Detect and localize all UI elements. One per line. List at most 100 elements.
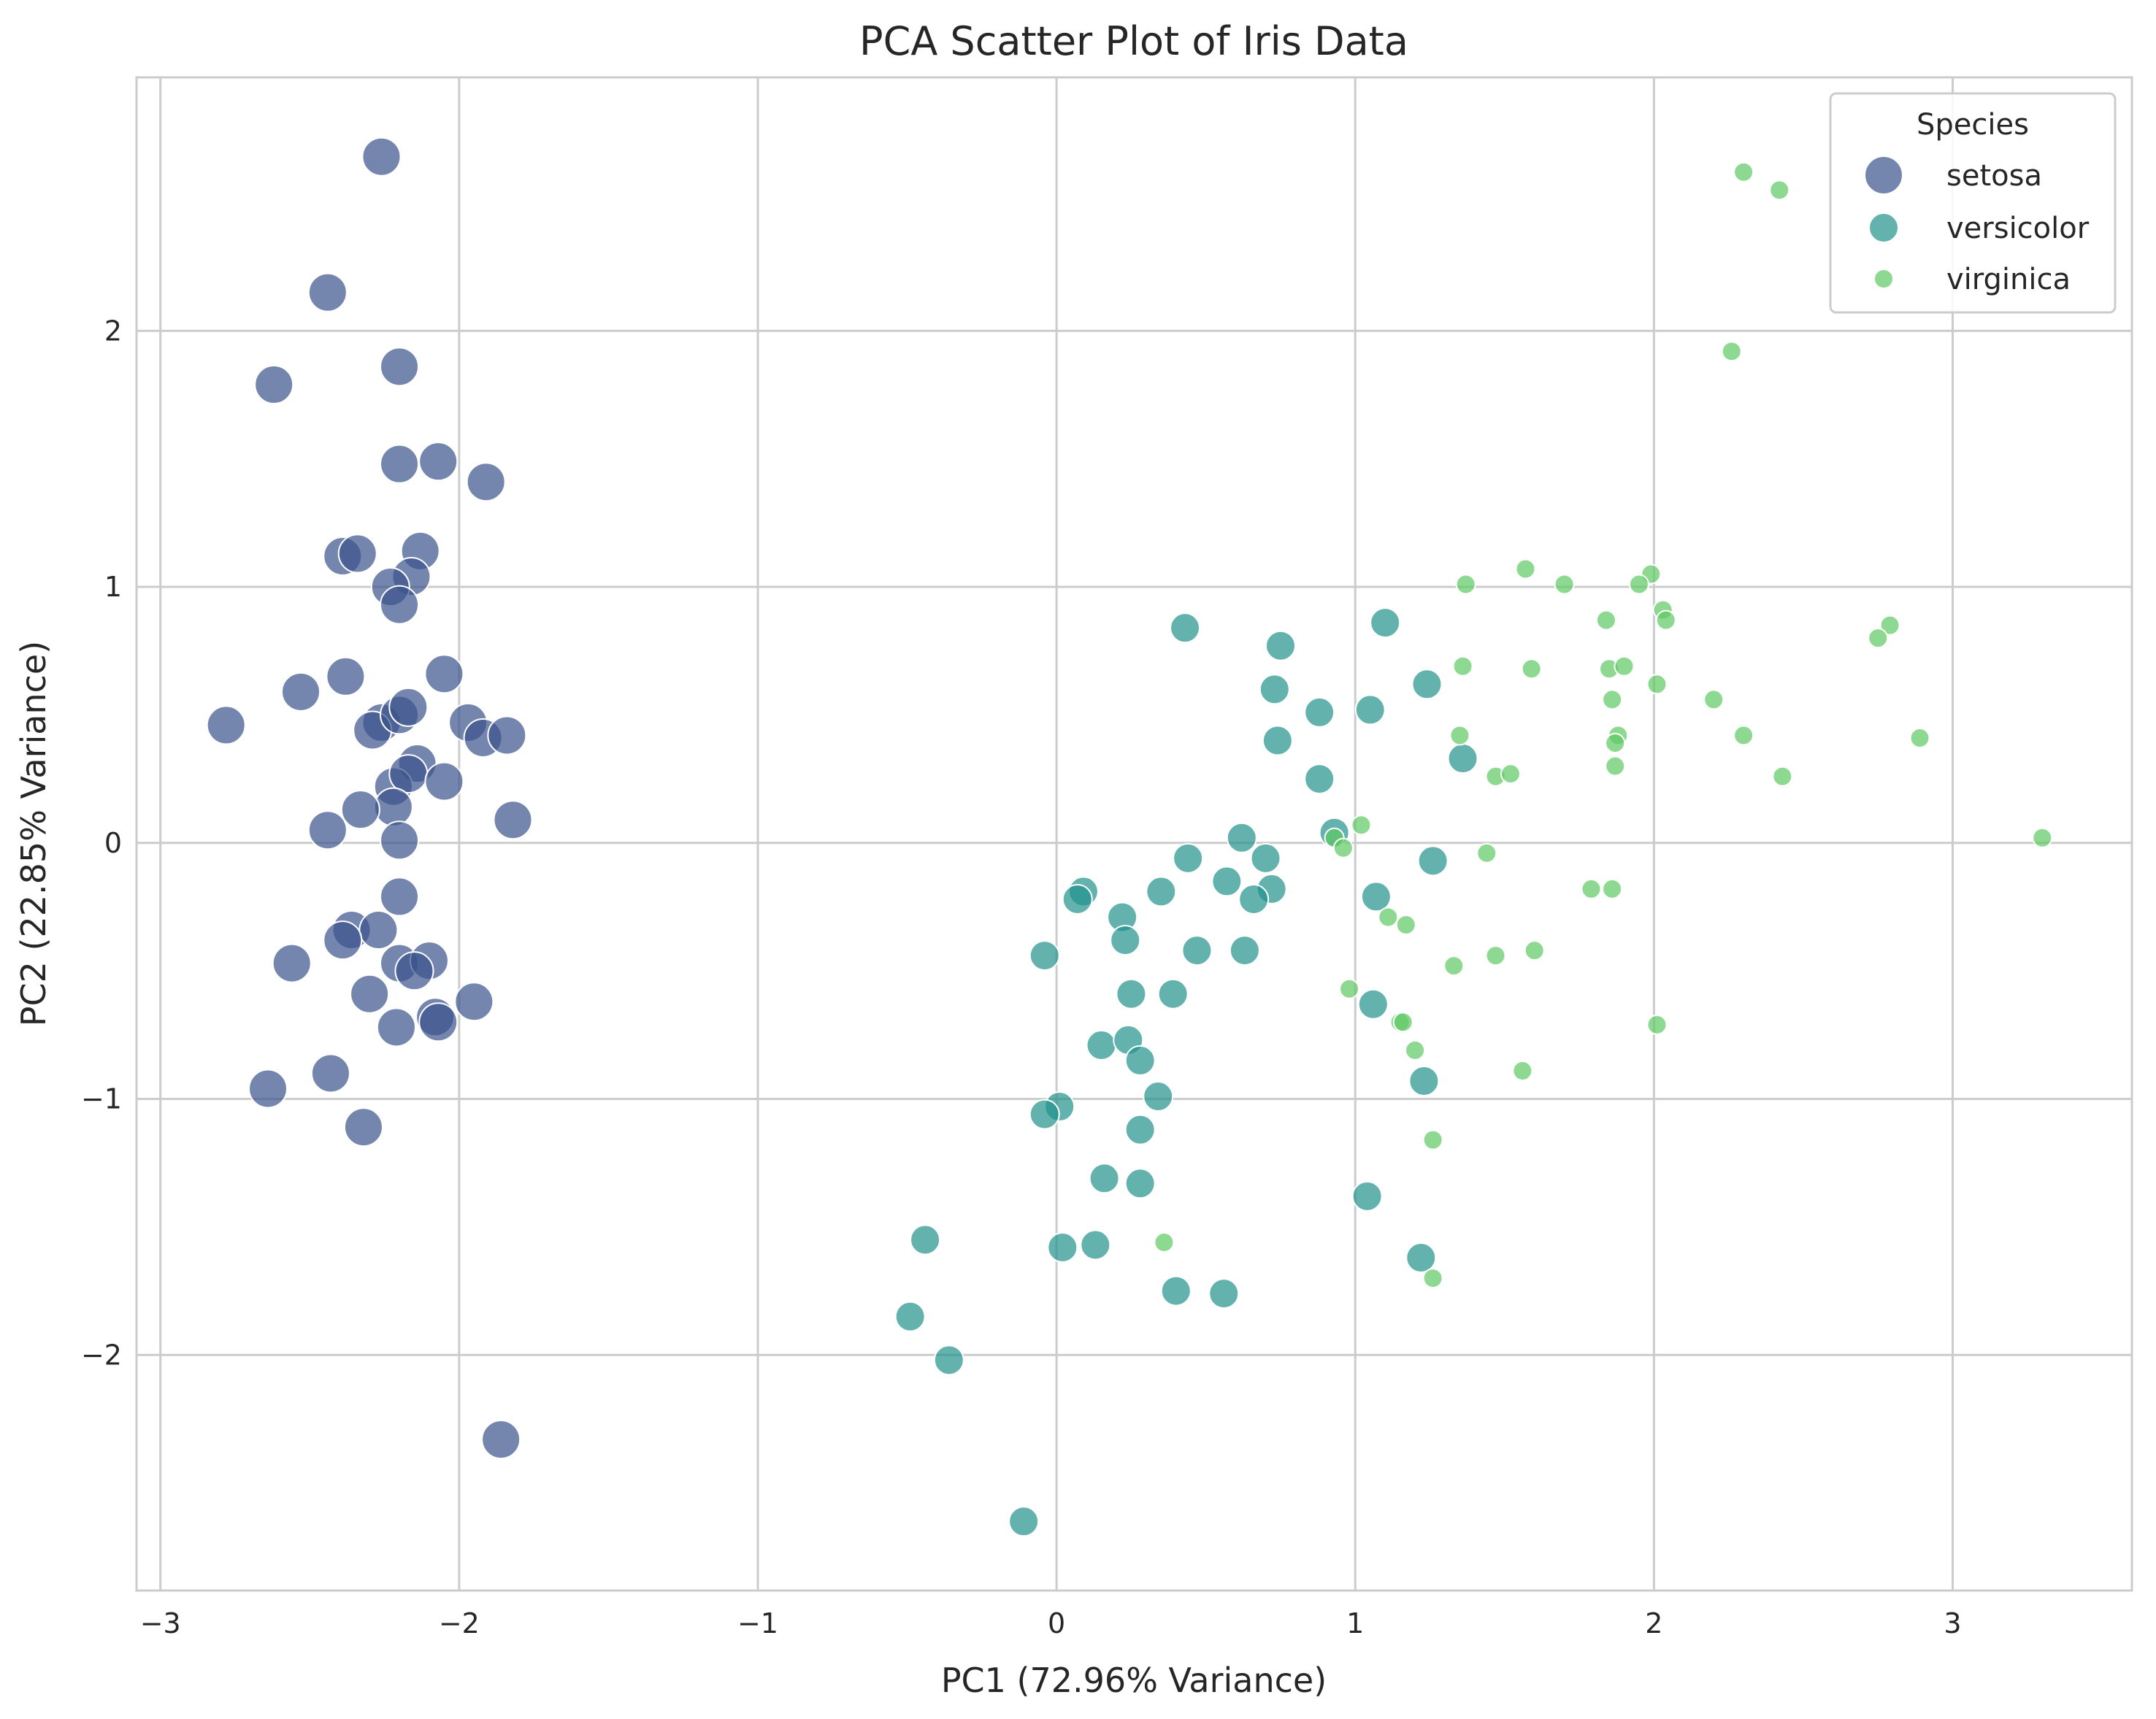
point-setosa — [323, 920, 363, 961]
point-versicolor — [1116, 978, 1147, 1010]
point-virginica — [1605, 755, 1626, 777]
point-virginica — [1879, 615, 1900, 636]
point-setosa — [487, 715, 527, 755]
point-versicolor — [1238, 883, 1270, 915]
point-setosa — [454, 982, 494, 1022]
point-setosa — [361, 136, 402, 177]
point-setosa — [337, 534, 377, 574]
point-versicolor — [1405, 1242, 1437, 1274]
point-virginica — [1422, 1268, 1443, 1289]
point-setosa — [424, 654, 464, 694]
point-setosa — [380, 347, 420, 387]
legend-marker-setosa — [1864, 155, 1903, 195]
point-virginica — [1476, 842, 1497, 864]
point-virginica — [1332, 837, 1354, 858]
point-versicolor — [1124, 1045, 1156, 1076]
y-tick-label: 0 — [104, 827, 122, 859]
point-versicolor — [894, 1301, 926, 1332]
point-setosa — [380, 820, 420, 861]
x-tick-label: 1 — [1346, 1607, 1364, 1639]
point-setosa — [394, 951, 434, 991]
x-tick-label: −1 — [737, 1607, 778, 1639]
y-axis-title: PC2 (22.85% Variance) — [14, 641, 53, 1026]
point-versicolor — [1143, 1081, 1174, 1112]
point-versicolor — [1086, 1029, 1117, 1061]
point-setosa — [307, 272, 348, 312]
point-versicolor — [1089, 1163, 1120, 1194]
point-setosa — [481, 1420, 521, 1460]
point-setosa — [343, 1107, 383, 1147]
x-tick-label: −3 — [140, 1607, 181, 1639]
point-versicolor — [933, 1345, 964, 1376]
point-setosa — [206, 705, 246, 745]
point-versicolor — [1047, 1231, 1078, 1263]
point-virginica — [1614, 655, 1635, 677]
point-versicolor — [1411, 669, 1443, 700]
point-versicolor — [1259, 674, 1290, 705]
point-setosa — [350, 974, 390, 1014]
point-setosa — [493, 800, 533, 840]
point-versicolor — [1370, 607, 1401, 639]
plot-area — [137, 77, 2132, 1591]
point-virginica — [1909, 727, 1930, 748]
point-virginica — [1422, 1129, 1443, 1150]
x-tick-label: 3 — [1944, 1607, 1961, 1639]
point-virginica — [1500, 764, 1522, 785]
point-virginica — [1392, 1012, 1413, 1033]
point-versicolor — [1262, 725, 1293, 756]
point-setosa — [418, 442, 459, 482]
point-versicolor — [1304, 696, 1335, 728]
point-versicolor — [1062, 883, 1093, 915]
point-virginica — [2032, 827, 2053, 848]
point-setosa — [326, 656, 366, 696]
point-virginica — [1628, 574, 1649, 595]
point-virginica — [1733, 725, 1754, 746]
point-setosa — [418, 1002, 459, 1042]
point-versicolor — [910, 1224, 941, 1255]
point-setosa — [310, 1053, 350, 1093]
point-setosa — [358, 910, 399, 950]
legend-box — [1829, 92, 2117, 314]
point-versicolor — [1208, 1278, 1240, 1310]
grid-lines — [137, 77, 2132, 1591]
point-virginica — [1554, 574, 1575, 595]
point-virginica — [1452, 655, 1473, 677]
plot-frame — [135, 76, 2133, 1592]
point-versicolor — [1146, 876, 1177, 907]
point-versicolor — [1408, 1065, 1440, 1096]
point-versicolor — [1229, 935, 1260, 966]
legend: Species setosa versicolor virginica — [1829, 92, 2117, 314]
point-versicolor — [1124, 1114, 1156, 1145]
legend-title: Species — [1917, 108, 2029, 142]
point-virginica — [1868, 628, 1889, 649]
x-tick-label: 0 — [1048, 1607, 1065, 1639]
point-versicolor — [1157, 978, 1189, 1010]
point-versicolor — [1173, 842, 1204, 874]
series-versicolor — [894, 607, 1478, 1537]
point-virginica — [1512, 1060, 1533, 1081]
point-versicolor — [1181, 935, 1213, 966]
point-versicolor — [1357, 988, 1389, 1020]
point-versicolor — [1110, 925, 1141, 956]
series-virginica — [1154, 161, 2053, 1289]
legend-label-setosa: setosa — [1946, 159, 2042, 193]
point-versicolor — [1265, 630, 1296, 661]
point-virginica — [1769, 180, 1790, 201]
point-setosa — [424, 761, 464, 801]
y-tick-label: 2 — [104, 315, 122, 347]
point-versicolor — [1354, 694, 1386, 726]
point-virginica — [1703, 689, 1725, 710]
point-virginica — [1515, 558, 1536, 580]
point-virginica — [1378, 907, 1399, 928]
point-versicolor — [1304, 764, 1335, 795]
point-setosa — [272, 943, 312, 983]
point-virginica — [1721, 341, 1742, 362]
point-virginica — [1405, 1039, 1426, 1061]
point-virginica — [1605, 732, 1626, 753]
point-setosa — [376, 1007, 416, 1047]
point-virginica — [1485, 945, 1506, 966]
point-versicolor — [1447, 743, 1478, 774]
point-versicolor — [1226, 822, 1257, 853]
x-tick-label: 2 — [1645, 1607, 1662, 1639]
